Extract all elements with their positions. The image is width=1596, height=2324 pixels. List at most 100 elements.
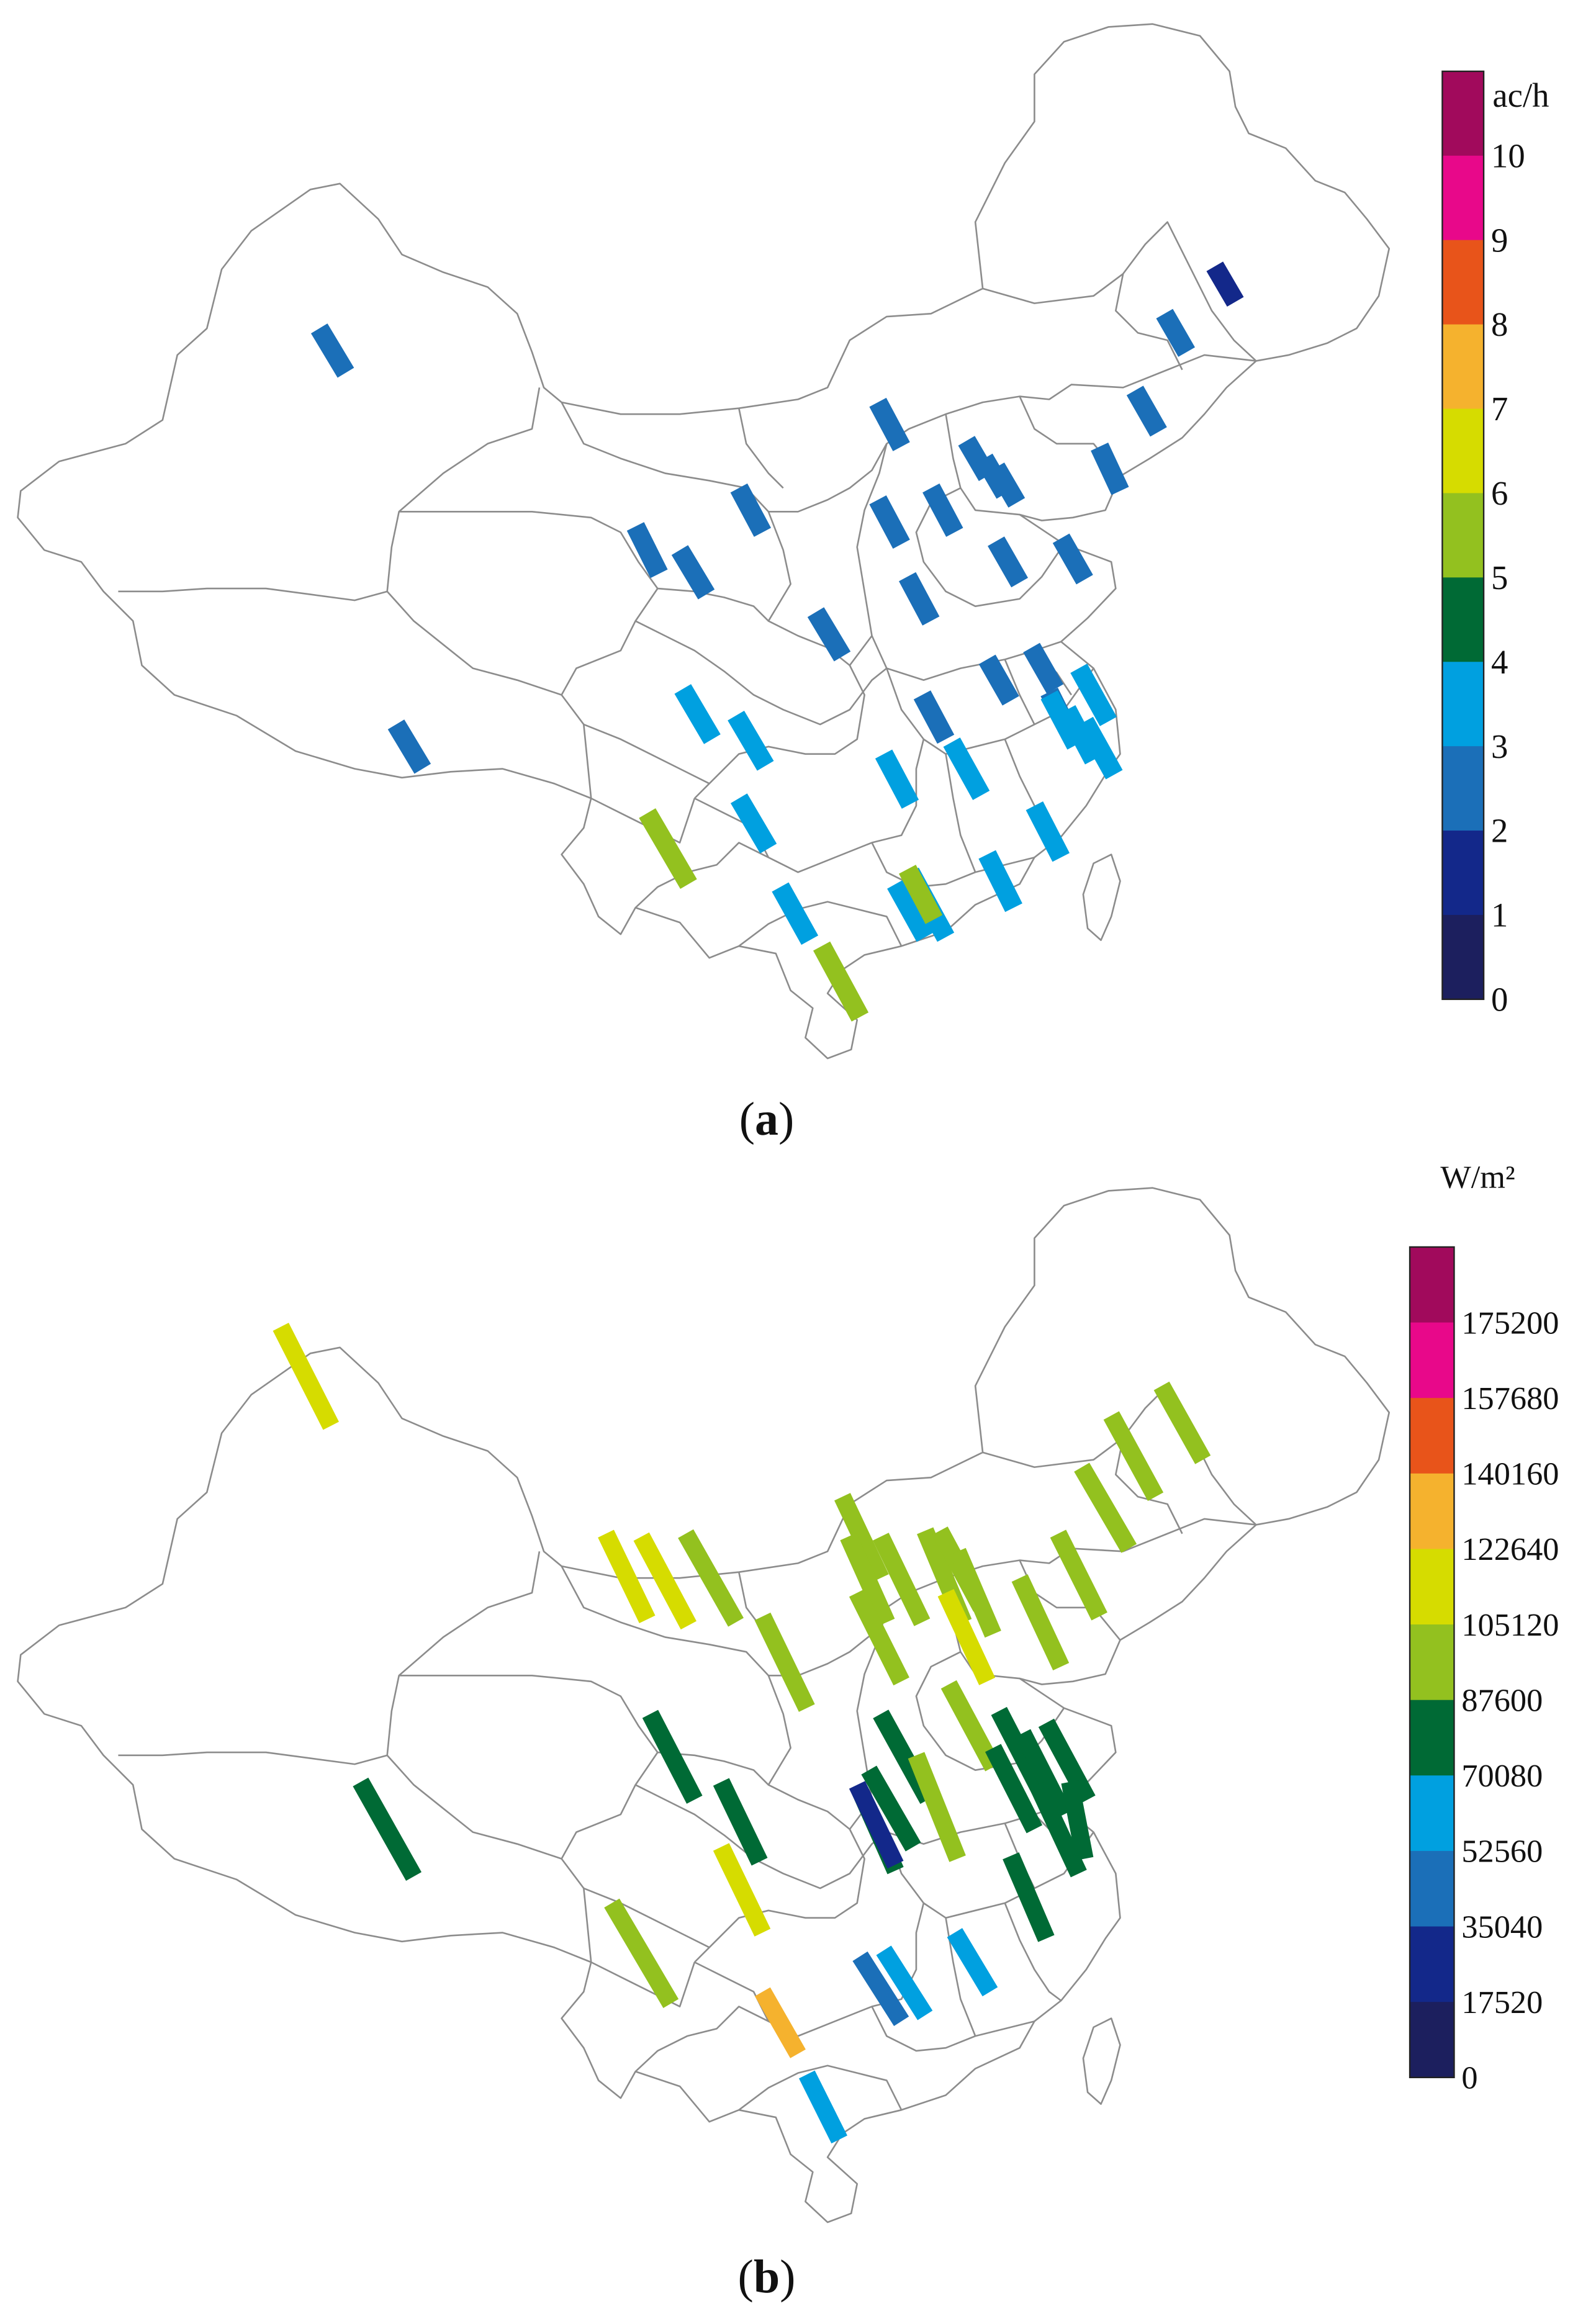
station-bar [678, 1529, 744, 1627]
station-bar [772, 882, 819, 945]
station-bar [604, 1898, 679, 2009]
station-bar [988, 536, 1029, 588]
panel-label-a: (a) [674, 1092, 860, 1146]
legend-color-band [1410, 2002, 1454, 2078]
station-bar [674, 684, 721, 744]
legend-color-band [1442, 746, 1484, 831]
legend-color-band [1442, 831, 1484, 916]
station-bar [1029, 1781, 1087, 1878]
station-bar [387, 719, 431, 774]
station-bar [869, 397, 910, 451]
panel-label-b: (b) [674, 2250, 860, 2304]
panel-label-close: ) [780, 2251, 796, 2303]
legend-color-band [1410, 1322, 1454, 1398]
legend-tick-label: 6 [1491, 474, 1508, 512]
legend-color-band [1442, 71, 1484, 156]
legend-color-band [1410, 1926, 1454, 2002]
station-bar [908, 1752, 966, 1862]
legend-color-band [1442, 662, 1484, 747]
station-bar [1074, 1462, 1137, 1553]
panel-label-open: ( [739, 1093, 755, 1145]
legend-color-band [1410, 1473, 1454, 1550]
station-bar [913, 690, 955, 744]
legend-frame [1441, 70, 1485, 1001]
legend-tick-label: 17520 [1461, 1984, 1543, 2020]
legend-color-band [1410, 1398, 1454, 1474]
station-markers [273, 1323, 1211, 2144]
legend-color-band [1410, 1775, 1454, 1852]
legend-tick-label: 122640 [1461, 1531, 1559, 1567]
legend-tick-label: 87600 [1461, 1682, 1543, 1718]
station-bar [1023, 642, 1064, 694]
station-bar [991, 1706, 1052, 1801]
station-bar [978, 654, 1019, 706]
panel-label-letter: a [755, 1093, 778, 1145]
legend-color-band [1442, 155, 1484, 241]
station-bar [310, 323, 354, 378]
station-bar [834, 1493, 889, 1582]
station-bar [1103, 1411, 1164, 1502]
legend-tick-label: 0 [1461, 2060, 1477, 2096]
legend-tick-label: 9 [1491, 221, 1508, 259]
legend-tick-label: 8 [1491, 305, 1508, 343]
station-bar [273, 1323, 339, 1430]
station-bar [1153, 1381, 1211, 1464]
station-bar [1206, 261, 1244, 307]
map-panel-b: W/m²175200157680140160122640105120876007… [17, 1164, 1559, 2223]
station-bar [1050, 1529, 1107, 1621]
station-bar [730, 483, 772, 537]
station-bar [754, 1612, 815, 1712]
station-bar [671, 545, 715, 600]
legend-colorbar: W/m²175200157680140160122640105120876007… [1409, 1164, 1559, 2096]
station-bar [598, 1529, 656, 1624]
station-bar [813, 941, 869, 1022]
legend-tick-label: 70080 [1461, 1758, 1543, 1794]
station-bar [849, 1588, 909, 1686]
legend-unit: W/m² [1440, 1164, 1515, 1196]
station-bar [898, 865, 943, 924]
station-bar [869, 495, 910, 549]
station-bar [1052, 533, 1093, 585]
china-province-outlines [17, 23, 1391, 1060]
legend-color-band [1442, 493, 1484, 579]
legend-unit: ac/h [1492, 76, 1549, 114]
legend-tick-label: 3 [1491, 727, 1508, 765]
station-bar [730, 793, 777, 853]
station-bar [1061, 1780, 1094, 1861]
station-bar [713, 1778, 768, 1866]
station-bar [947, 1928, 998, 1997]
station-bar [849, 1781, 904, 1869]
station-bar [840, 1533, 895, 1626]
station-bar [1076, 716, 1123, 780]
station-bar [353, 1777, 422, 1881]
station-bar [937, 1588, 996, 1685]
legend-color-band [1442, 577, 1484, 662]
station-bar [1003, 1852, 1055, 1942]
legend-tick-label: 2 [1491, 812, 1508, 850]
station-bar [807, 607, 851, 662]
station-bar [633, 1532, 697, 1630]
legend-tick-label: 52560 [1461, 1834, 1543, 1870]
station-bar [985, 1744, 1043, 1834]
legend-tick-label: 157680 [1461, 1380, 1559, 1416]
legend-tick-label: 140160 [1461, 1456, 1559, 1492]
station-bar [1038, 1718, 1096, 1804]
legend-color-band [1442, 240, 1484, 325]
station-bar [1011, 1574, 1070, 1671]
legend-color-band [1442, 408, 1484, 494]
station-bar [1070, 664, 1117, 726]
station-bar [872, 1533, 931, 1626]
legend-tick-label: 1 [1491, 896, 1508, 934]
station-bar [754, 1987, 806, 2058]
station-bar [876, 1945, 933, 2020]
station-bar [639, 808, 697, 889]
station-bar [875, 749, 919, 809]
legend-color-band [1442, 914, 1484, 1000]
legend-tick-label: 175200 [1461, 1305, 1559, 1341]
station-bar [626, 522, 668, 579]
legend-tick-label: 7 [1491, 390, 1508, 428]
station-bar [1058, 705, 1102, 765]
